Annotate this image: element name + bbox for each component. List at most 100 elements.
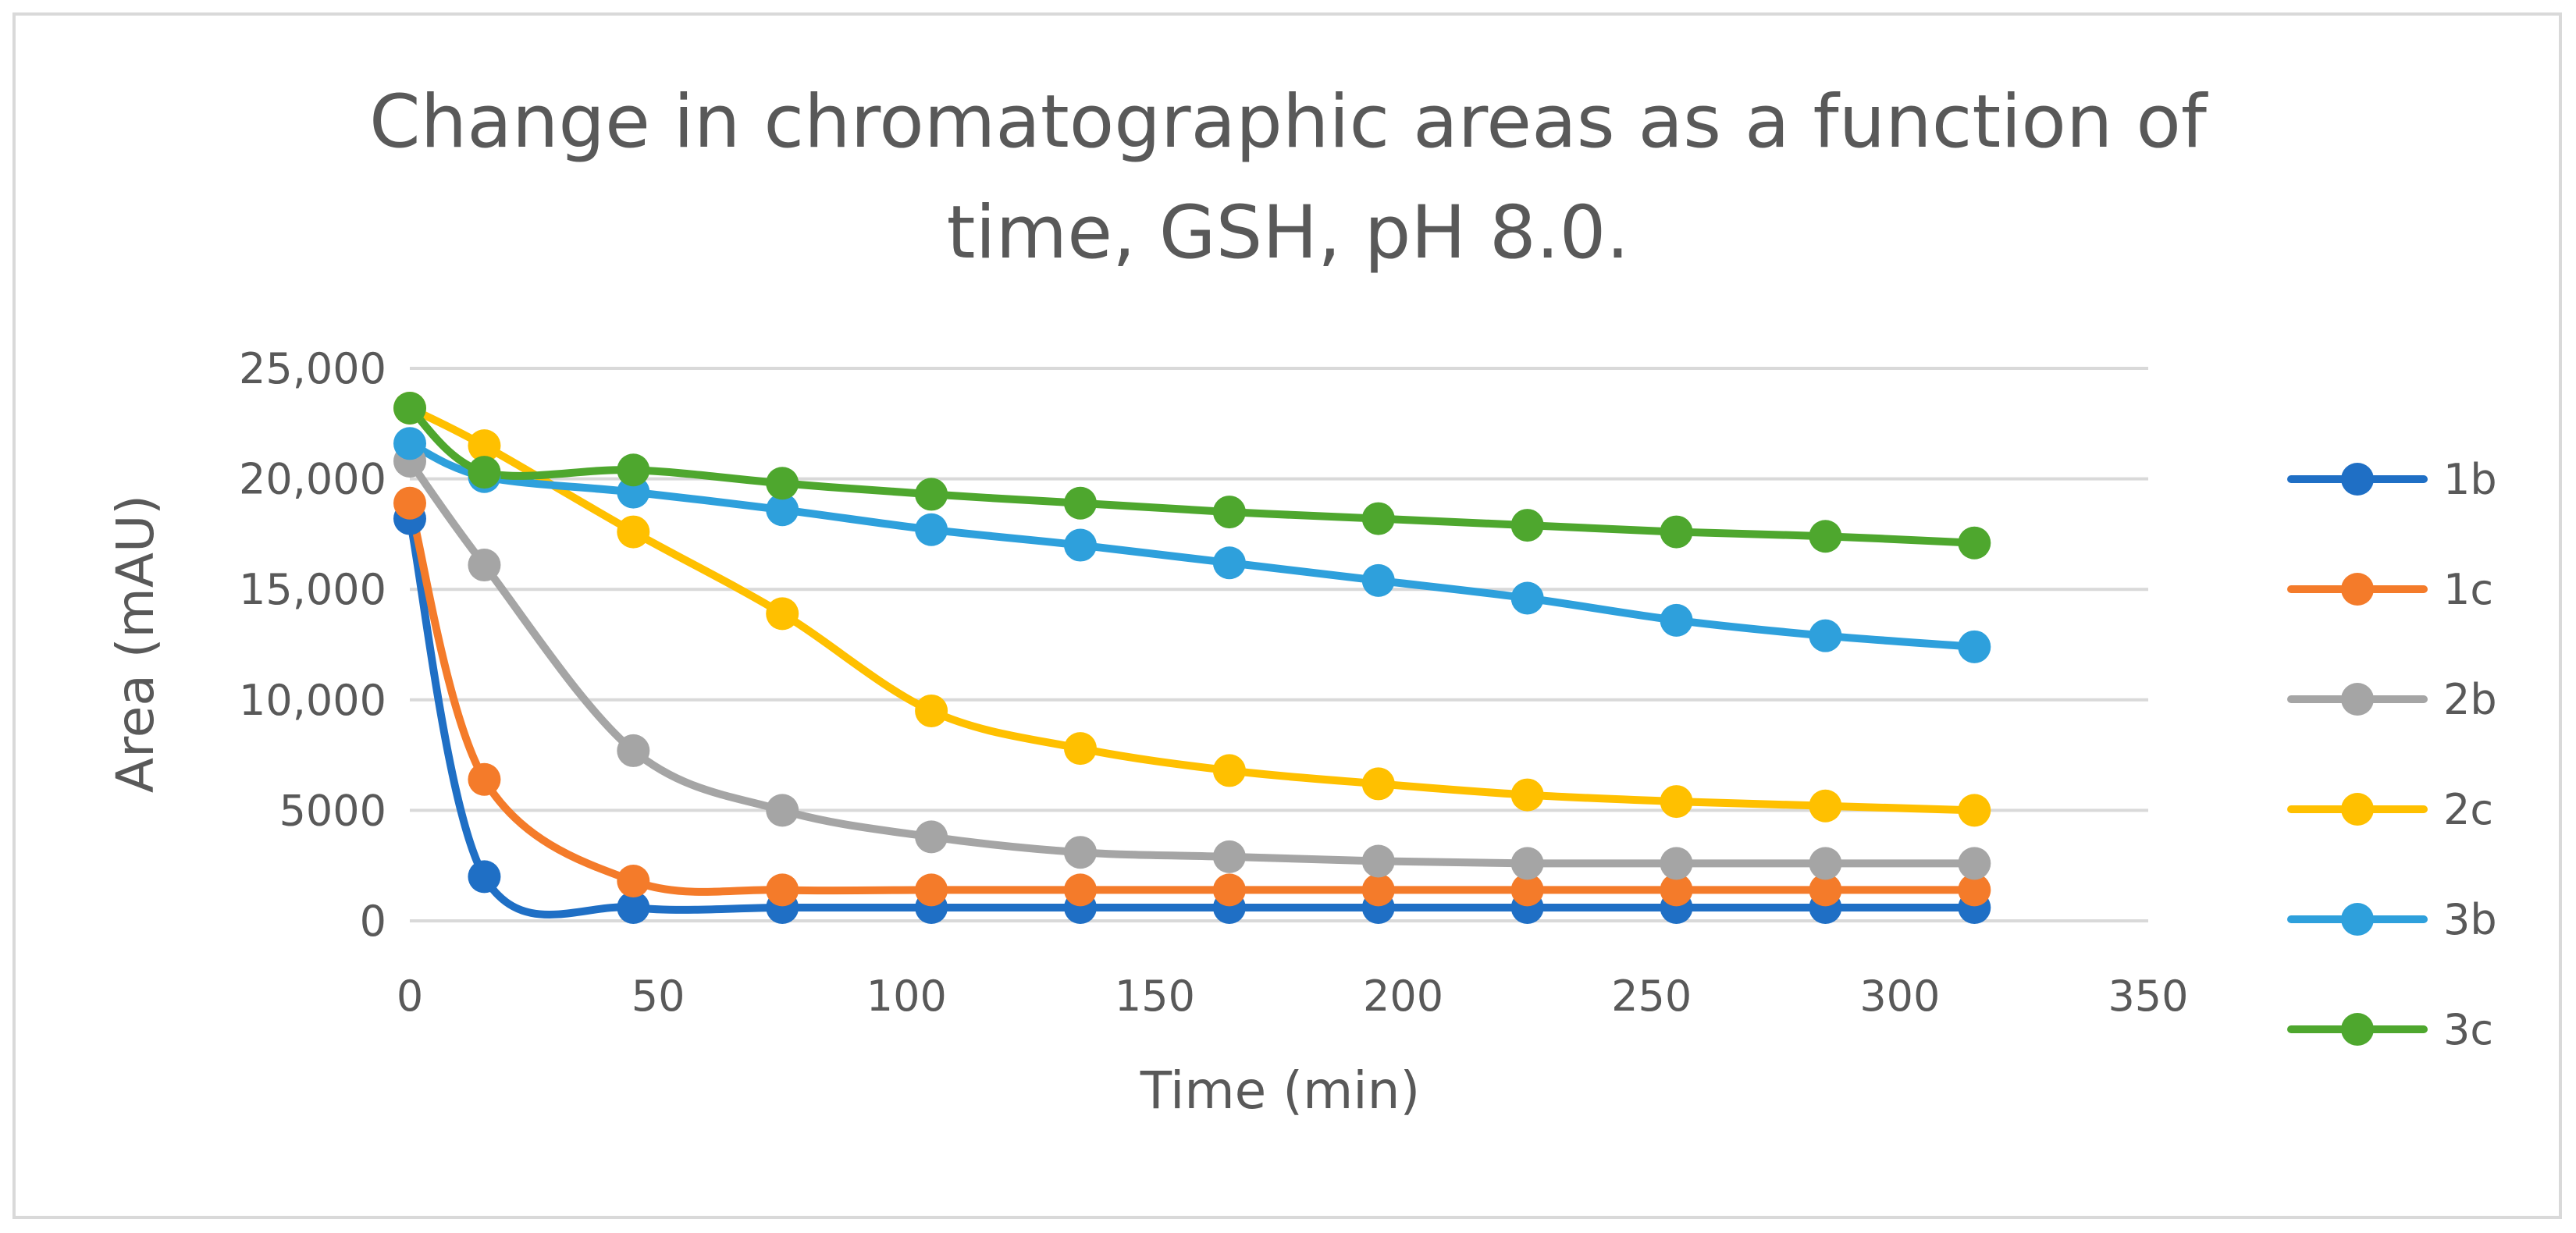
data-point-2c-315 xyxy=(1958,794,1991,827)
legend-label: 2c xyxy=(2443,785,2493,834)
legend-item-1c: 1c xyxy=(2287,565,2493,614)
data-point-1c-225 xyxy=(1510,873,1544,907)
data-point-1c-105 xyxy=(915,873,948,907)
data-point-2b-255 xyxy=(1660,847,1693,880)
data-point-2c-75 xyxy=(766,597,799,631)
data-point-2b-285 xyxy=(1809,847,1842,880)
x-tick-label: 150 xyxy=(1115,972,1195,1021)
x-tick-label: 200 xyxy=(1363,972,1443,1021)
y-axis-ticks: 0 5000 10,000 15,000 20,000 25,000 xyxy=(239,344,386,946)
data-point-2b-315 xyxy=(1958,847,1991,880)
data-point-1c-315 xyxy=(1958,873,1991,907)
legend-item-3b: 3b xyxy=(2287,895,2497,944)
chart-border xyxy=(12,12,2562,1219)
data-point-1c-255 xyxy=(1660,873,1693,907)
data-point-1b-45 xyxy=(617,891,650,925)
data-point-2b-195 xyxy=(1361,844,1395,878)
x-tick-label: 0 xyxy=(397,972,423,1021)
legend-swatch-marker xyxy=(2341,573,2374,606)
legend-label: 1c xyxy=(2443,565,2493,614)
data-point-2c-195 xyxy=(1361,767,1395,801)
data-point-2c-105 xyxy=(915,694,948,727)
legend-item-1b: 1b xyxy=(2287,455,2497,504)
chart-title-line-2: time, GSH, pH 8.0. xyxy=(947,190,1630,275)
data-point-3c-255 xyxy=(1660,515,1693,549)
data-point-1c-15 xyxy=(468,762,501,796)
data-point-3b-135 xyxy=(1063,528,1097,562)
data-point-3b-165 xyxy=(1212,546,1246,580)
data-point-3b-315 xyxy=(1958,630,1991,663)
legend-swatch-marker xyxy=(2341,903,2374,936)
data-point-1c-135 xyxy=(1063,873,1097,907)
data-point-3b-255 xyxy=(1660,603,1693,637)
legend-label: 3c xyxy=(2443,1005,2493,1054)
y-tick-label: 25,000 xyxy=(239,344,386,393)
data-point-3b-225 xyxy=(1510,581,1544,615)
y-axis-title: Area (mAU) xyxy=(105,495,165,793)
data-point-2b-165 xyxy=(1212,840,1246,873)
data-point-1c-195 xyxy=(1361,873,1395,907)
legend-label: 3b xyxy=(2443,895,2497,944)
data-point-3c-285 xyxy=(1809,520,1842,553)
series-markers xyxy=(393,391,1991,925)
y-tick-label: 10,000 xyxy=(239,676,386,725)
data-point-3b-285 xyxy=(1809,619,1842,652)
data-point-3c-45 xyxy=(617,453,650,487)
data-point-3c-165 xyxy=(1212,496,1246,529)
data-point-2b-75 xyxy=(766,794,799,827)
data-point-3c-0 xyxy=(393,391,426,425)
legend-label: 1b xyxy=(2443,455,2497,504)
data-point-3b-0 xyxy=(393,427,426,460)
data-point-1c-165 xyxy=(1212,873,1246,907)
data-point-3c-225 xyxy=(1510,509,1544,542)
x-tick-label: 250 xyxy=(1611,972,1692,1021)
legend-label: 2b xyxy=(2443,675,2497,724)
data-point-2b-15 xyxy=(468,549,501,582)
x-tick-label: 300 xyxy=(1859,972,1940,1021)
legend-item-2b: 2b xyxy=(2287,675,2497,724)
data-point-2c-225 xyxy=(1510,778,1544,812)
x-tick-label: 50 xyxy=(632,972,685,1021)
data-point-2c-255 xyxy=(1660,785,1693,819)
data-point-3c-105 xyxy=(915,478,948,511)
data-point-3b-75 xyxy=(766,493,799,527)
data-point-2c-165 xyxy=(1212,754,1246,787)
data-point-2c-45 xyxy=(617,515,650,549)
chart-title-line-1: Change in chromatographic areas as a fun… xyxy=(369,80,2208,165)
x-axis-ticks: 0 50 100 150 200 250 300 350 xyxy=(397,972,2189,1021)
legend: 1b 1c 2b 2c 3b 3c xyxy=(2287,455,2497,1054)
data-point-2b-45 xyxy=(617,734,650,767)
y-tick-label: 15,000 xyxy=(239,565,386,614)
data-point-2b-105 xyxy=(915,820,948,854)
data-point-3c-15 xyxy=(468,456,501,489)
legend-item-2c: 2c xyxy=(2287,785,2493,834)
x-axis-title: Time (min) xyxy=(1140,1061,1420,1121)
data-point-2b-225 xyxy=(1510,847,1544,880)
data-point-3c-195 xyxy=(1361,502,1395,535)
legend-swatch-marker xyxy=(2341,793,2374,826)
y-tick-label: 20,000 xyxy=(239,455,386,504)
legend-item-3c: 3c xyxy=(2287,1005,2493,1054)
legend-swatch-marker xyxy=(2341,463,2374,496)
data-point-3b-195 xyxy=(1361,563,1395,597)
data-point-1b-15 xyxy=(468,860,501,894)
data-point-2c-285 xyxy=(1809,789,1842,823)
data-point-1c-45 xyxy=(617,865,650,898)
data-point-2c-135 xyxy=(1063,732,1097,766)
data-point-3c-75 xyxy=(766,467,799,500)
legend-swatch-marker xyxy=(2341,683,2374,716)
data-point-1c-75 xyxy=(766,873,799,907)
x-tick-label: 100 xyxy=(866,972,947,1021)
y-tick-label: 0 xyxy=(360,897,386,946)
x-tick-label: 350 xyxy=(2108,972,2188,1021)
data-point-3c-315 xyxy=(1958,526,1991,560)
data-point-3c-135 xyxy=(1063,486,1097,520)
data-point-2c-15 xyxy=(468,429,501,463)
data-point-1c-0 xyxy=(393,486,426,520)
legend-swatch-marker xyxy=(2341,1013,2374,1046)
y-tick-label: 5000 xyxy=(279,786,386,835)
data-point-3b-105 xyxy=(915,513,948,546)
data-point-2b-135 xyxy=(1063,836,1097,869)
